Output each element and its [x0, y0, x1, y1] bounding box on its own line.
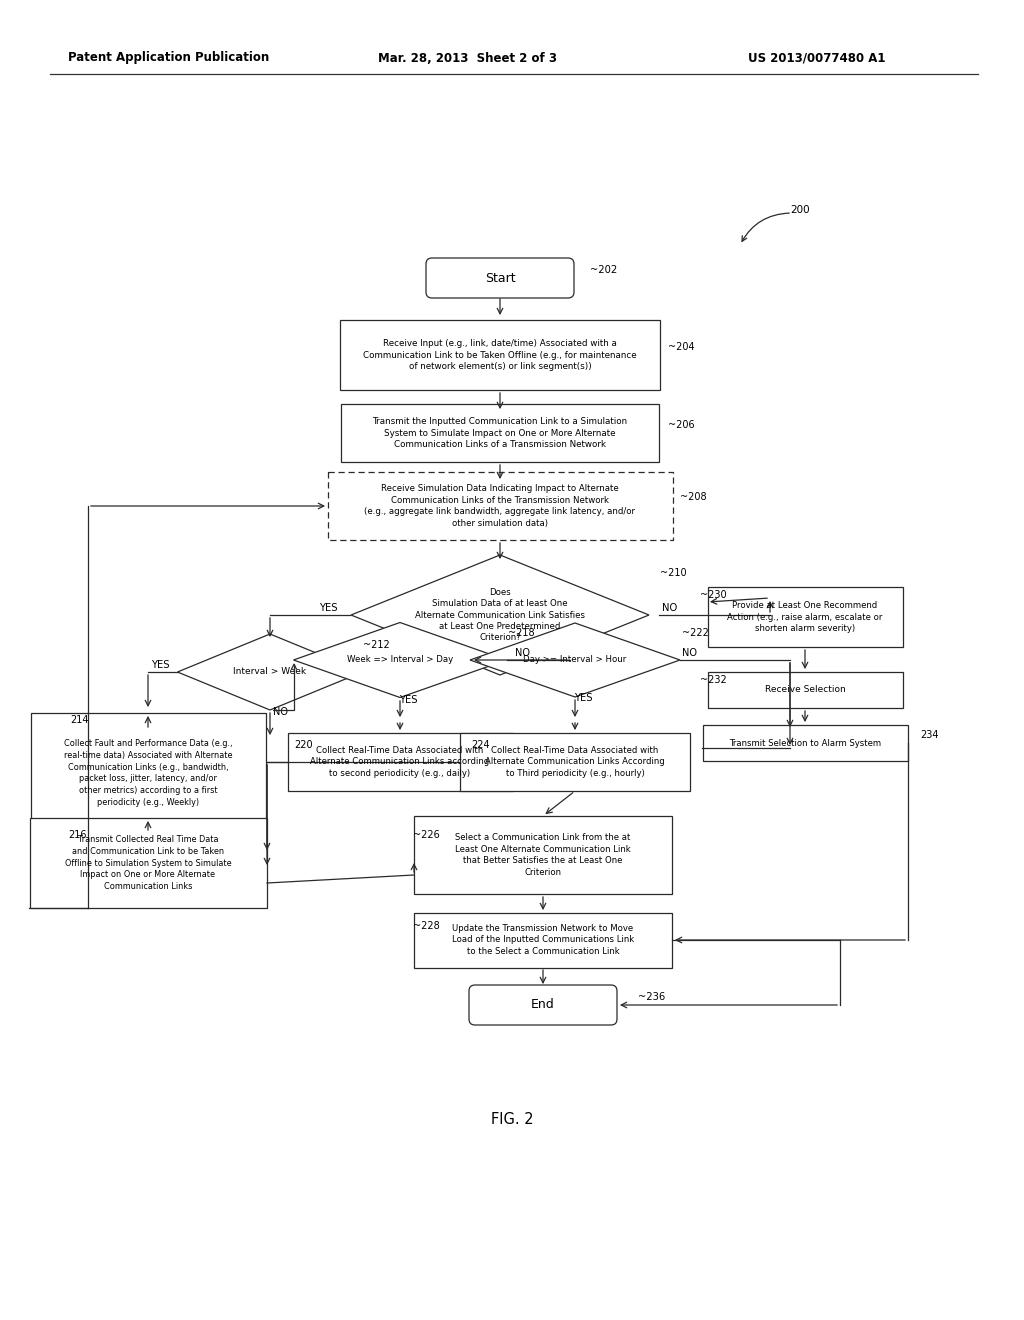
Polygon shape	[470, 623, 680, 697]
Bar	[460, 733, 690, 791]
Text: Receive Simulation Data Indicating Impact to Alternate
Communication Links of th: Receive Simulation Data Indicating Impac…	[365, 484, 636, 528]
Text: Mar. 28, 2013  Sheet 2 of 3: Mar. 28, 2013 Sheet 2 of 3	[378, 51, 557, 65]
Text: ~206: ~206	[668, 420, 694, 430]
Text: 216: 216	[68, 830, 86, 840]
Text: ~210: ~210	[660, 568, 687, 578]
Text: Transmit Collected Real Time Data
and Communication Link to be Taken
Offline to : Transmit Collected Real Time Data and Co…	[65, 836, 231, 891]
Text: YES: YES	[319, 603, 338, 612]
Polygon shape	[294, 623, 507, 697]
Bar	[288, 733, 512, 791]
Text: NO: NO	[662, 603, 677, 612]
Text: NO: NO	[273, 708, 288, 717]
Text: 214: 214	[70, 715, 88, 725]
Text: Transmit the Inputted Communication Link to a Simulation
System to Simulate Impa: Transmit the Inputted Communication Link…	[373, 417, 628, 449]
Text: Patent Application Publication: Patent Application Publication	[68, 51, 269, 65]
FancyBboxPatch shape	[469, 985, 617, 1026]
Text: 200: 200	[790, 205, 810, 215]
Text: 234: 234	[920, 730, 939, 741]
Text: Receive Selection: Receive Selection	[765, 685, 846, 694]
Text: NO: NO	[515, 648, 530, 657]
Text: ~212: ~212	[362, 640, 390, 649]
Text: Day >= Interval > Hour: Day >= Interval > Hour	[523, 656, 627, 664]
Text: ~230: ~230	[700, 590, 727, 601]
Bar	[702, 725, 907, 762]
FancyBboxPatch shape	[426, 257, 574, 298]
Text: Start: Start	[484, 272, 515, 285]
Bar	[414, 816, 672, 894]
Text: Select a Communication Link from the at
Least One Alternate Communication Link
t: Select a Communication Link from the at …	[455, 833, 631, 878]
Text: ~208: ~208	[680, 492, 707, 502]
Text: YES: YES	[573, 693, 592, 704]
Text: ~228: ~228	[413, 921, 439, 931]
Text: ~226: ~226	[413, 830, 439, 840]
Text: Interval > Week: Interval > Week	[233, 668, 306, 676]
Bar	[708, 587, 902, 647]
Text: Update the Transmission Network to Move
Load of the Inputted Communications Link: Update the Transmission Network to Move …	[452, 924, 634, 956]
Bar	[340, 319, 660, 389]
Bar	[31, 713, 265, 833]
Text: 220: 220	[294, 741, 313, 750]
Text: Collect Fault and Performance Data (e.g.,
real-time data) Associated with Altern: Collect Fault and Performance Data (e.g.…	[63, 739, 232, 807]
Text: FIG. 2: FIG. 2	[490, 1113, 534, 1127]
Text: Transmit Selection to Alarm System: Transmit Selection to Alarm System	[729, 738, 881, 747]
Text: Week => Interval > Day: Week => Interval > Day	[347, 656, 454, 664]
Text: ~218: ~218	[508, 628, 535, 638]
Text: Provide at Least One Recommend
Action (e.g., raise alarm, escalate or
shorten al: Provide at Least One Recommend Action (e…	[727, 601, 883, 634]
Text: ~222: ~222	[682, 628, 709, 638]
Text: Does
Simulation Data of at least One
Alternate Communication Link Satisfies
at L: Does Simulation Data of at least One Alt…	[415, 587, 585, 643]
Text: YES: YES	[398, 696, 417, 705]
Bar	[30, 818, 266, 908]
Polygon shape	[351, 554, 649, 675]
Text: 224: 224	[471, 741, 490, 750]
Text: End: End	[531, 998, 555, 1011]
Text: ~232: ~232	[700, 675, 727, 685]
Text: NO: NO	[682, 648, 697, 657]
Polygon shape	[177, 634, 362, 710]
Bar	[341, 404, 659, 462]
Text: Collect Real-Time Data Associated with
Alternate Communication Links according
t: Collect Real-Time Data Associated with A…	[310, 746, 489, 779]
Text: Receive Input (e.g., link, date/time) Associated with a
Communication Link to be: Receive Input (e.g., link, date/time) As…	[364, 339, 637, 371]
Bar	[328, 473, 673, 540]
Bar	[708, 672, 902, 708]
Text: Collect Real-Time Data Associated with
Alternate Communication Links According
t: Collect Real-Time Data Associated with A…	[485, 746, 665, 779]
Text: ~202: ~202	[590, 265, 617, 275]
Text: US 2013/0077480 A1: US 2013/0077480 A1	[748, 51, 886, 65]
Text: YES: YES	[152, 660, 170, 671]
Text: ~204: ~204	[668, 342, 694, 352]
Bar	[414, 912, 672, 968]
Text: ~236: ~236	[638, 993, 666, 1002]
